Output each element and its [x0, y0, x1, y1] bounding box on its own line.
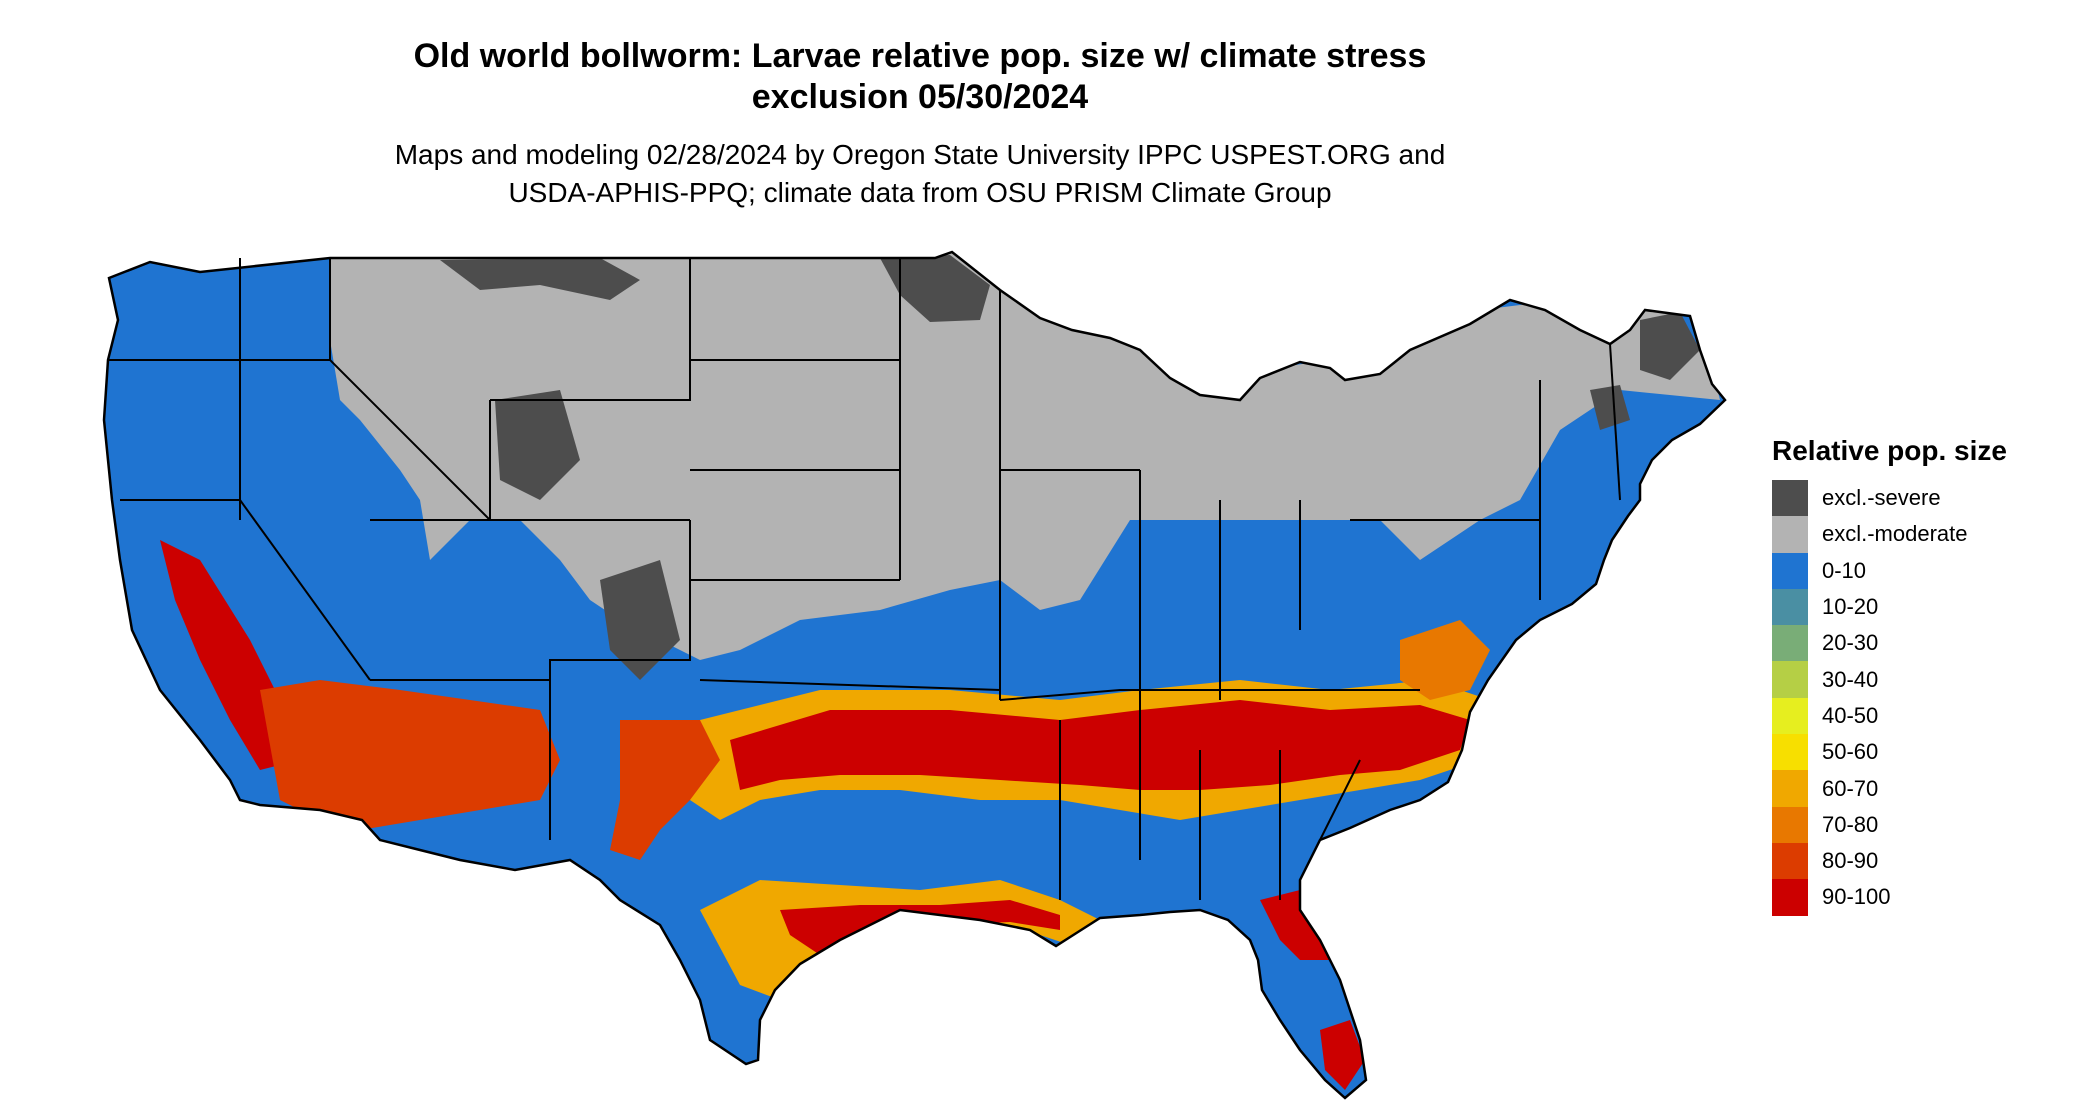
legend-item: 30-40	[1772, 661, 2072, 698]
legend-item: 20-30	[1772, 625, 2072, 662]
florida-south-band	[1320, 1020, 1365, 1090]
legend-label: 70-80	[1822, 811, 1879, 837]
legend-swatch	[1772, 552, 1808, 589]
population-layer	[104, 252, 1725, 1098]
legend-item: 40-50	[1772, 697, 2072, 735]
texas-plains-band	[610, 720, 720, 860]
legend-label: 30-40	[1822, 666, 1879, 692]
excluded-severe-mn	[880, 255, 990, 322]
legend-swatch	[1772, 625, 1808, 662]
legend-label: excl.-moderate	[1822, 521, 1968, 547]
legend-swatch	[1772, 734, 1808, 771]
legend-item: 80-90	[1772, 842, 2072, 880]
map-title-line1: Old world bollworm: Larvae relative pop.…	[413, 37, 1427, 75]
legend-label: 90-100	[1822, 884, 1891, 910]
map-subtitle-line1: Maps and modeling 02/28/2024 by Oregon S…	[394, 139, 1446, 170]
legend-swatch	[1772, 588, 1808, 626]
virginia-coast-band	[1400, 620, 1490, 700]
map-title-line2: exclusion 05/30/2024	[751, 78, 1089, 116]
legend-swatch	[1772, 770, 1808, 807]
state-boundaries	[108, 258, 1621, 900]
legend-swatch	[1772, 516, 1808, 553]
us-population-map	[102, 250, 1727, 1100]
legend-label: 20-30	[1822, 630, 1879, 656]
legend-label: 10-20	[1822, 594, 1879, 620]
very-high-band-south	[730, 700, 1470, 790]
legend-item: 50-60	[1772, 734, 2072, 771]
map-subtitle: Maps and modeling 02/28/2024 by Oregon S…	[40, 136, 1800, 212]
excluded-severe-wy	[495, 390, 580, 500]
legend-swatch	[1772, 806, 1808, 843]
legend-item: 10-20	[1772, 588, 2072, 626]
legend-label: 60-70	[1822, 775, 1879, 801]
legend-item: 90-100	[1772, 879, 2072, 916]
legend-item: 70-80	[1772, 806, 2072, 843]
legend-item: 60-70	[1772, 770, 2072, 807]
legend-items: excl.-severe excl.-moderate 0-10 10-20 20-30…	[1772, 480, 2072, 916]
legend-swatch	[1772, 697, 1808, 735]
legend-swatch	[1772, 879, 1808, 916]
legend-label: 40-50	[1822, 702, 1879, 728]
legend: Relative pop. size excl.-severe excl.-mod…	[1772, 434, 2072, 916]
excluded-severe-mt	[440, 258, 640, 300]
excluded-severe-me	[1640, 312, 1700, 380]
legend-label: 50-60	[1822, 739, 1879, 765]
legend-item: excl.-moderate	[1772, 516, 2072, 553]
excluded-severe-ny	[1590, 385, 1630, 430]
legend-label: 0-10	[1822, 557, 1867, 583]
legend-swatch	[1772, 842, 1808, 880]
map-title: Old world bollworm: Larvae relative pop.…	[40, 36, 1800, 118]
excluded-severe-co	[600, 560, 680, 680]
map-subtitle-line2: USDA-APHIS-PPQ; climate data from OSU PR…	[508, 177, 1332, 208]
desert-southwest-band	[260, 680, 560, 830]
legend-title: Relative pop. size	[1772, 435, 2007, 466]
legend-item: excl.-severe	[1772, 480, 2072, 517]
legend-swatch	[1772, 661, 1808, 698]
legend-swatch	[1772, 480, 1808, 517]
legend-label: 80-90	[1822, 848, 1879, 874]
country-outline	[102, 250, 1727, 1100]
gulf-coast-band	[700, 880, 1100, 1000]
legend-item: 0-10	[1772, 552, 2072, 589]
legend-label: excl.-severe	[1822, 485, 1941, 511]
